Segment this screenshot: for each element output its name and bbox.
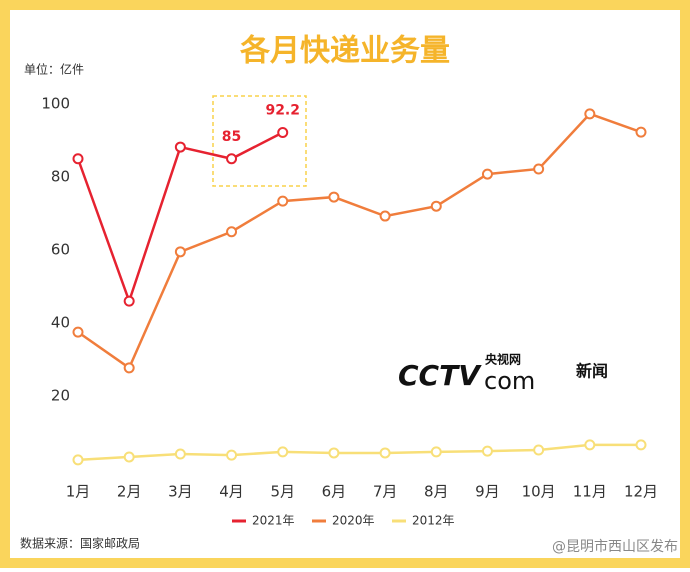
logo: 新闻: [576, 362, 608, 381]
point: [379, 210, 391, 222]
point: [481, 445, 493, 457]
x-tick-label: 8月: [424, 483, 449, 501]
x-tick-label: 10月: [522, 483, 556, 501]
series-line: [77, 443, 641, 462]
chart-title: 各月快递业务量: [239, 34, 450, 69]
point: [430, 200, 442, 212]
point: [277, 446, 289, 458]
point: [72, 326, 84, 338]
legend-label: 2020年: [332, 514, 375, 528]
legend-label: 2021年: [252, 514, 295, 528]
watermark: @昆明市西山区发布: [552, 538, 678, 555]
y-tick-label: 20: [51, 387, 70, 405]
data-label: 85: [222, 129, 241, 145]
x-tick-label: 3月: [168, 483, 193, 501]
y-tick-label: 40: [51, 314, 70, 332]
x-tick-label: 6月: [322, 483, 347, 501]
point: [226, 226, 238, 238]
x-tick-label: 5月: [270, 483, 295, 501]
x-tick-label: 4月: [219, 483, 244, 501]
point: [277, 195, 289, 207]
point: [430, 446, 442, 458]
point: [635, 439, 647, 451]
point: [584, 439, 596, 451]
point: [533, 163, 545, 175]
y-tick-label: 100: [41, 95, 70, 113]
x-tick-label: 1月: [66, 483, 91, 501]
y-tick-label: 80: [51, 168, 70, 186]
x-tick-label: 12月: [624, 483, 658, 501]
x-tick-label: 2月: [117, 483, 142, 501]
point: [174, 448, 186, 460]
series-line: [77, 112, 642, 370]
x-tick-label: 9月: [475, 483, 500, 501]
point: [533, 444, 545, 456]
point: [174, 141, 186, 153]
point: [72, 454, 84, 466]
logo: 央视网: [485, 352, 521, 367]
point: [123, 295, 135, 307]
point: [379, 447, 391, 459]
point: [226, 153, 238, 165]
point: [123, 362, 135, 374]
point: [328, 191, 340, 203]
x-tick-label: 11月: [573, 483, 607, 501]
point: [174, 246, 186, 258]
logo: CCTV: [398, 359, 482, 392]
y-tick-label: 60: [51, 241, 70, 259]
point: [481, 168, 493, 180]
point: [226, 449, 238, 461]
legend-label: 2012年: [412, 514, 455, 528]
logo: com: [484, 367, 535, 395]
panel: [10, 10, 680, 558]
point: [584, 108, 596, 120]
point: [328, 447, 340, 459]
data-label: 92.2: [265, 102, 300, 118]
x-tick-label: 7月: [373, 483, 398, 501]
point: [635, 126, 647, 138]
point: [72, 153, 84, 165]
source: 数据来源：国家邮政局: [20, 536, 140, 551]
point: [123, 451, 135, 463]
unit-label: 单位：亿件: [24, 62, 84, 77]
point: [277, 126, 289, 138]
